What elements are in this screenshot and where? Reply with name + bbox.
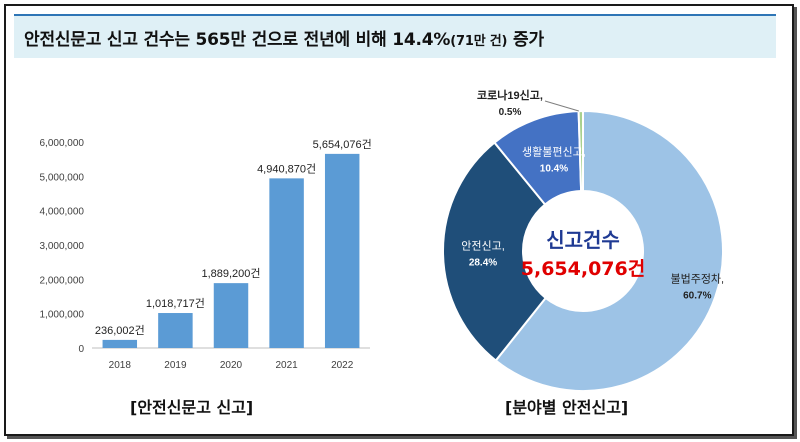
title-main: 안전신문고 신고 건수는 565만 건으로 전년에 비해 14.4% (24, 29, 451, 50)
donut-slice-1 (442, 141, 548, 362)
title-end: 증가 (507, 29, 544, 50)
slice-label-name: 불법주정차, (670, 273, 724, 286)
x-tick-label: 2021 (275, 360, 298, 371)
donut-slice-3 (577, 109, 584, 193)
bar-2022 (324, 153, 360, 348)
page-title: 안전신문고 신고 건수는 565만 건으로 전년에 비해 14.4%(71만 건… (24, 25, 544, 50)
y-tick-label: 2,000,000 (40, 275, 85, 286)
bar-data-label: 236,002건 (95, 324, 145, 337)
y-tick-label: 3,000,000 (40, 241, 85, 252)
y-tick-label: 4,000,000 (40, 207, 85, 218)
slice-label-name: 안전신고, (461, 240, 505, 253)
slice-label-pct: 28.4% (469, 258, 497, 269)
y-tick-label: 6,000,000 (40, 138, 85, 149)
x-tick-label: 2022 (331, 360, 354, 371)
title-banner: 안전신문고 신고 건수는 565만 건으로 전년에 비해 14.4%(71만 건… (14, 14, 776, 58)
bar-2020 (213, 283, 249, 348)
bar-2018 (102, 339, 138, 348)
donut-center-value: 5,654,076건 (521, 258, 645, 280)
donut-center-title: 신고건수 (546, 228, 620, 252)
x-tick-label: 2020 (220, 360, 243, 371)
slice-label-pct: 60.7% (683, 291, 711, 302)
bar-data-label: 5,654,076건 (313, 138, 372, 151)
x-tick-label: 2018 (109, 360, 132, 371)
donut-chart-caption: [분야별 안전신고] (505, 398, 629, 417)
bar-data-label: 4,940,870건 (257, 162, 316, 175)
donut-slice-0 (494, 109, 724, 392)
slice-label-pct: 10.4% (540, 163, 568, 174)
bar-2021 (269, 178, 304, 348)
bar-2019 (158, 313, 193, 348)
y-tick-label: 5,000,000 (40, 172, 85, 183)
y-tick-label: 1,000,000 (40, 310, 85, 321)
x-tick-label: 2019 (164, 360, 187, 371)
bar-data-label: 1,889,200건 (201, 267, 260, 280)
slice-label-pct: 0.5% (499, 107, 522, 118)
leader-line (544, 100, 579, 112)
slice-label-name: 생활불편신고, (522, 144, 586, 158)
bar-chart-caption: [안전신문고 신고] (130, 398, 254, 417)
bar-data-label: 1,018,717건 (146, 297, 205, 310)
slice-label-name: 코로나19신고, (477, 88, 543, 102)
y-tick-label: 0 (78, 344, 84, 355)
title-paren: (71만 건) (450, 33, 508, 49)
